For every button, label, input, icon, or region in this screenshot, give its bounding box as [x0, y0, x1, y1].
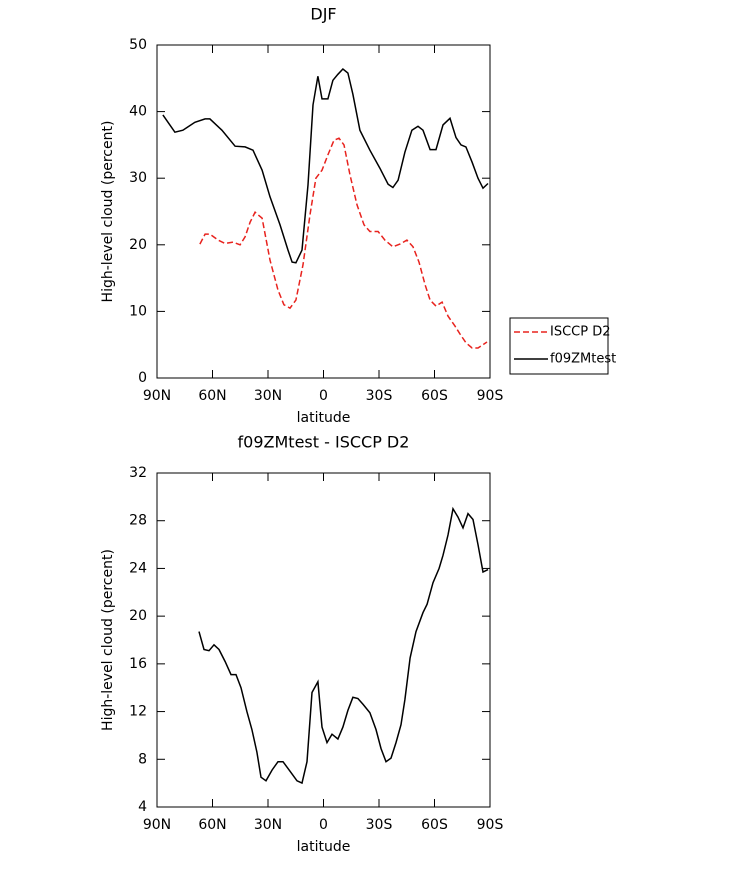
y-tick-label: 4 — [138, 799, 147, 815]
y-tick-label: 20 — [129, 608, 147, 624]
y-tick-label: 40 — [129, 104, 147, 120]
chart-title: f09ZMtest - ISCCP D2 — [238, 433, 410, 452]
plot-frame — [156, 472, 491, 808]
x-tick-label: 90S — [477, 388, 504, 404]
y-tick-label: 28 — [129, 513, 147, 529]
x-tick-label: 30N — [254, 388, 282, 404]
legend-label: ISCCP D2 — [550, 325, 611, 340]
legend-box — [509, 317, 609, 375]
y-tick-label: 20 — [129, 237, 147, 253]
plot-frame — [156, 44, 491, 379]
y-axis-label: High-level cloud (percent) — [100, 121, 116, 303]
data-line — [162, 67, 489, 264]
x-tick-label: 0 — [319, 388, 328, 404]
x-tick-label: 30S — [366, 817, 393, 833]
x-tick-label: 60N — [198, 388, 226, 404]
y-tick-label: 12 — [129, 704, 147, 720]
x-tick-label: 90N — [143, 388, 171, 404]
x-tick-label: 60N — [198, 817, 226, 833]
legend-label: f09ZMtest — [550, 352, 616, 367]
y-tick-label: 8 — [138, 751, 147, 767]
x-tick-label: 60S — [421, 388, 448, 404]
y-tick-label: 10 — [129, 303, 147, 319]
data-line — [199, 137, 488, 349]
y-tick-label: 16 — [129, 656, 147, 672]
data-line — [198, 506, 489, 785]
x-axis-label: latitude — [297, 410, 351, 426]
x-axis-label: latitude — [297, 839, 351, 855]
y-tick-label: 50 — [129, 37, 147, 53]
y-tick-label: 32 — [129, 465, 147, 481]
y-tick-label: 0 — [138, 370, 147, 386]
x-tick-label: 60S — [421, 817, 448, 833]
chart-title: DJF — [310, 5, 336, 24]
x-tick-label: 30S — [366, 388, 393, 404]
y-axis-label: High-level cloud (percent) — [100, 549, 116, 731]
x-tick-label: 0 — [319, 817, 328, 833]
y-tick-label: 24 — [129, 560, 147, 576]
x-tick-label: 90S — [477, 817, 504, 833]
x-tick-label: 90N — [143, 817, 171, 833]
y-tick-label: 30 — [129, 170, 147, 186]
x-tick-label: 30N — [254, 817, 282, 833]
